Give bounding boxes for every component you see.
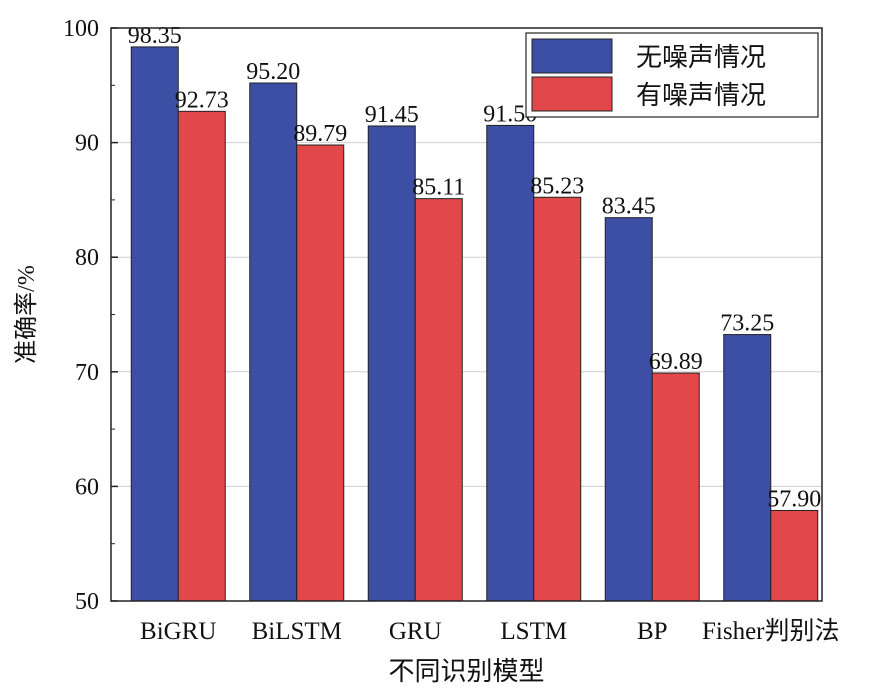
bar-with-noise-3 xyxy=(533,196,582,602)
legend-label-with-noise: 有噪声情况 xyxy=(636,81,766,110)
legend-label-no-noise: 无噪声情况 xyxy=(636,43,766,72)
bar-value-label: 91.45 xyxy=(365,102,419,128)
y-tick-label: 100 xyxy=(63,16,99,42)
bar-with-noise-2 xyxy=(414,198,463,602)
bar-value-label: 92.73 xyxy=(175,87,229,113)
bar-value-label: 98.35 xyxy=(128,23,182,49)
x-tick-label: BiGRU xyxy=(140,618,216,645)
y-tick-label: 90 xyxy=(75,131,99,157)
legend: 无噪声情况 有噪声情况 xyxy=(525,32,819,118)
x-tick-label: Fisher判别法 xyxy=(702,617,840,645)
bar-no-noise-4 xyxy=(604,217,653,602)
x-tick-label: GRU xyxy=(389,618,442,645)
y-axis: 50 60 70 80 90 100 xyxy=(63,16,118,615)
bar-with-noise-0 xyxy=(177,110,226,602)
x-tick-label: BiLSTM xyxy=(252,618,342,645)
legend-swatch-with-noise xyxy=(531,76,613,112)
grid-lines xyxy=(111,142,822,487)
y-tick-label: 50 xyxy=(75,589,99,615)
legend-swatch-no-noise xyxy=(531,38,613,74)
bar-with-noise-1 xyxy=(296,144,345,602)
y-tick-label: 80 xyxy=(75,245,99,271)
x-axis-title: 不同识别模型 xyxy=(388,657,544,686)
y-tick-label: 60 xyxy=(75,474,99,500)
bar-no-noise-3 xyxy=(486,124,535,602)
y-axis-title: 准确率/% xyxy=(13,265,40,364)
bar-no-noise-5 xyxy=(723,334,772,602)
y-tick-label: 70 xyxy=(75,360,99,386)
bar-with-noise-4 xyxy=(651,372,700,602)
bar-value-label: 83.45 xyxy=(602,194,656,220)
bar-value-label: 69.89 xyxy=(649,349,703,375)
bar-value-label: 89.79 xyxy=(293,121,347,147)
bar-value-label: 73.25 xyxy=(720,311,774,337)
bar-value-label: 95.20 xyxy=(246,59,300,85)
bar-with-noise-5 xyxy=(770,509,819,602)
x-axis: BiGRU BiLSTM GRU LSTM BP Fisher判别法 xyxy=(140,617,839,645)
bars xyxy=(130,46,819,602)
x-tick-label: BP xyxy=(637,618,668,645)
bar-no-noise-1 xyxy=(249,82,298,602)
x-tick-label: LSTM xyxy=(500,618,567,645)
bar-no-noise-2 xyxy=(367,125,416,602)
bar-value-label: 57.90 xyxy=(767,486,821,512)
bar-value-label: 85.11 xyxy=(412,175,465,201)
bar-value-label: 85.23 xyxy=(530,173,584,199)
bar-no-noise-0 xyxy=(130,46,179,602)
